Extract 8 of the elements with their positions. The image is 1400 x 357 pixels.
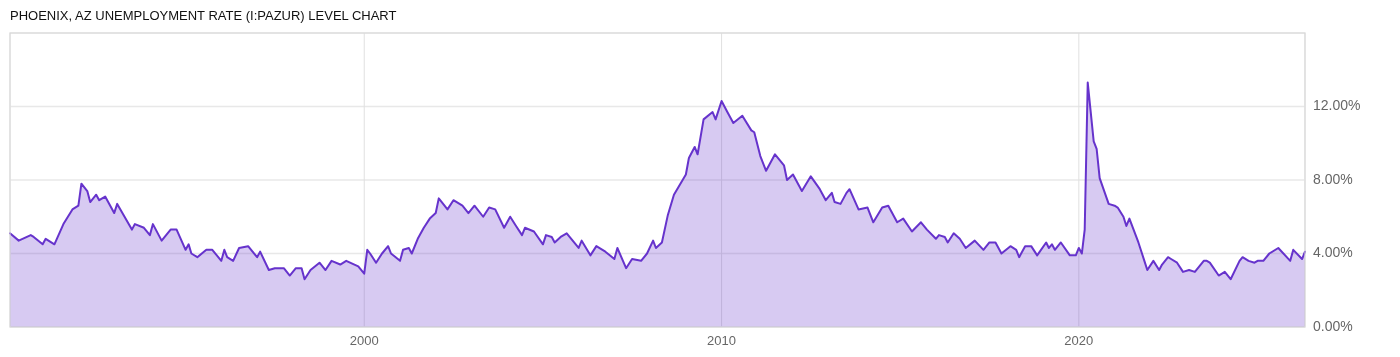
y-tick-label: 0.00%	[1313, 317, 1353, 334]
x-tick-label: 2010	[707, 333, 737, 348]
y-tick-label: 4.00%	[1313, 244, 1353, 261]
x-tick-label: 2020	[1064, 333, 1094, 348]
chart-title: PHOENIX, AZ UNEMPLOYMENT RATE (I:PAZUR) LEVEL CHART	[10, 8, 397, 23]
y-tick-label: 12.00%	[1313, 97, 1361, 114]
y-tick-label: 8.00%	[1313, 170, 1353, 187]
x-tick-label: 2000	[349, 333, 379, 348]
